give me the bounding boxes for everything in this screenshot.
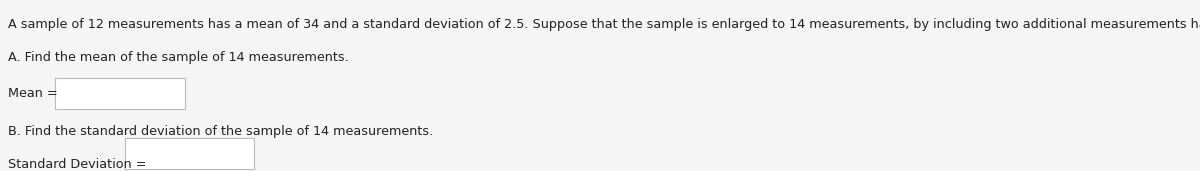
Text: Standard Deviation =: Standard Deviation =: [8, 158, 146, 171]
Text: B. Find the standard deviation of the sample of 14 measurements.: B. Find the standard deviation of the sa…: [8, 125, 433, 138]
Text: A sample of 12 measurements has a mean of 34 and a standard deviation of 2.5. Su: A sample of 12 measurements has a mean o…: [8, 18, 1200, 31]
Text: A. Find the mean of the sample of 14 measurements.: A. Find the mean of the sample of 14 mea…: [8, 51, 349, 64]
Text: Mean =: Mean =: [8, 87, 58, 100]
